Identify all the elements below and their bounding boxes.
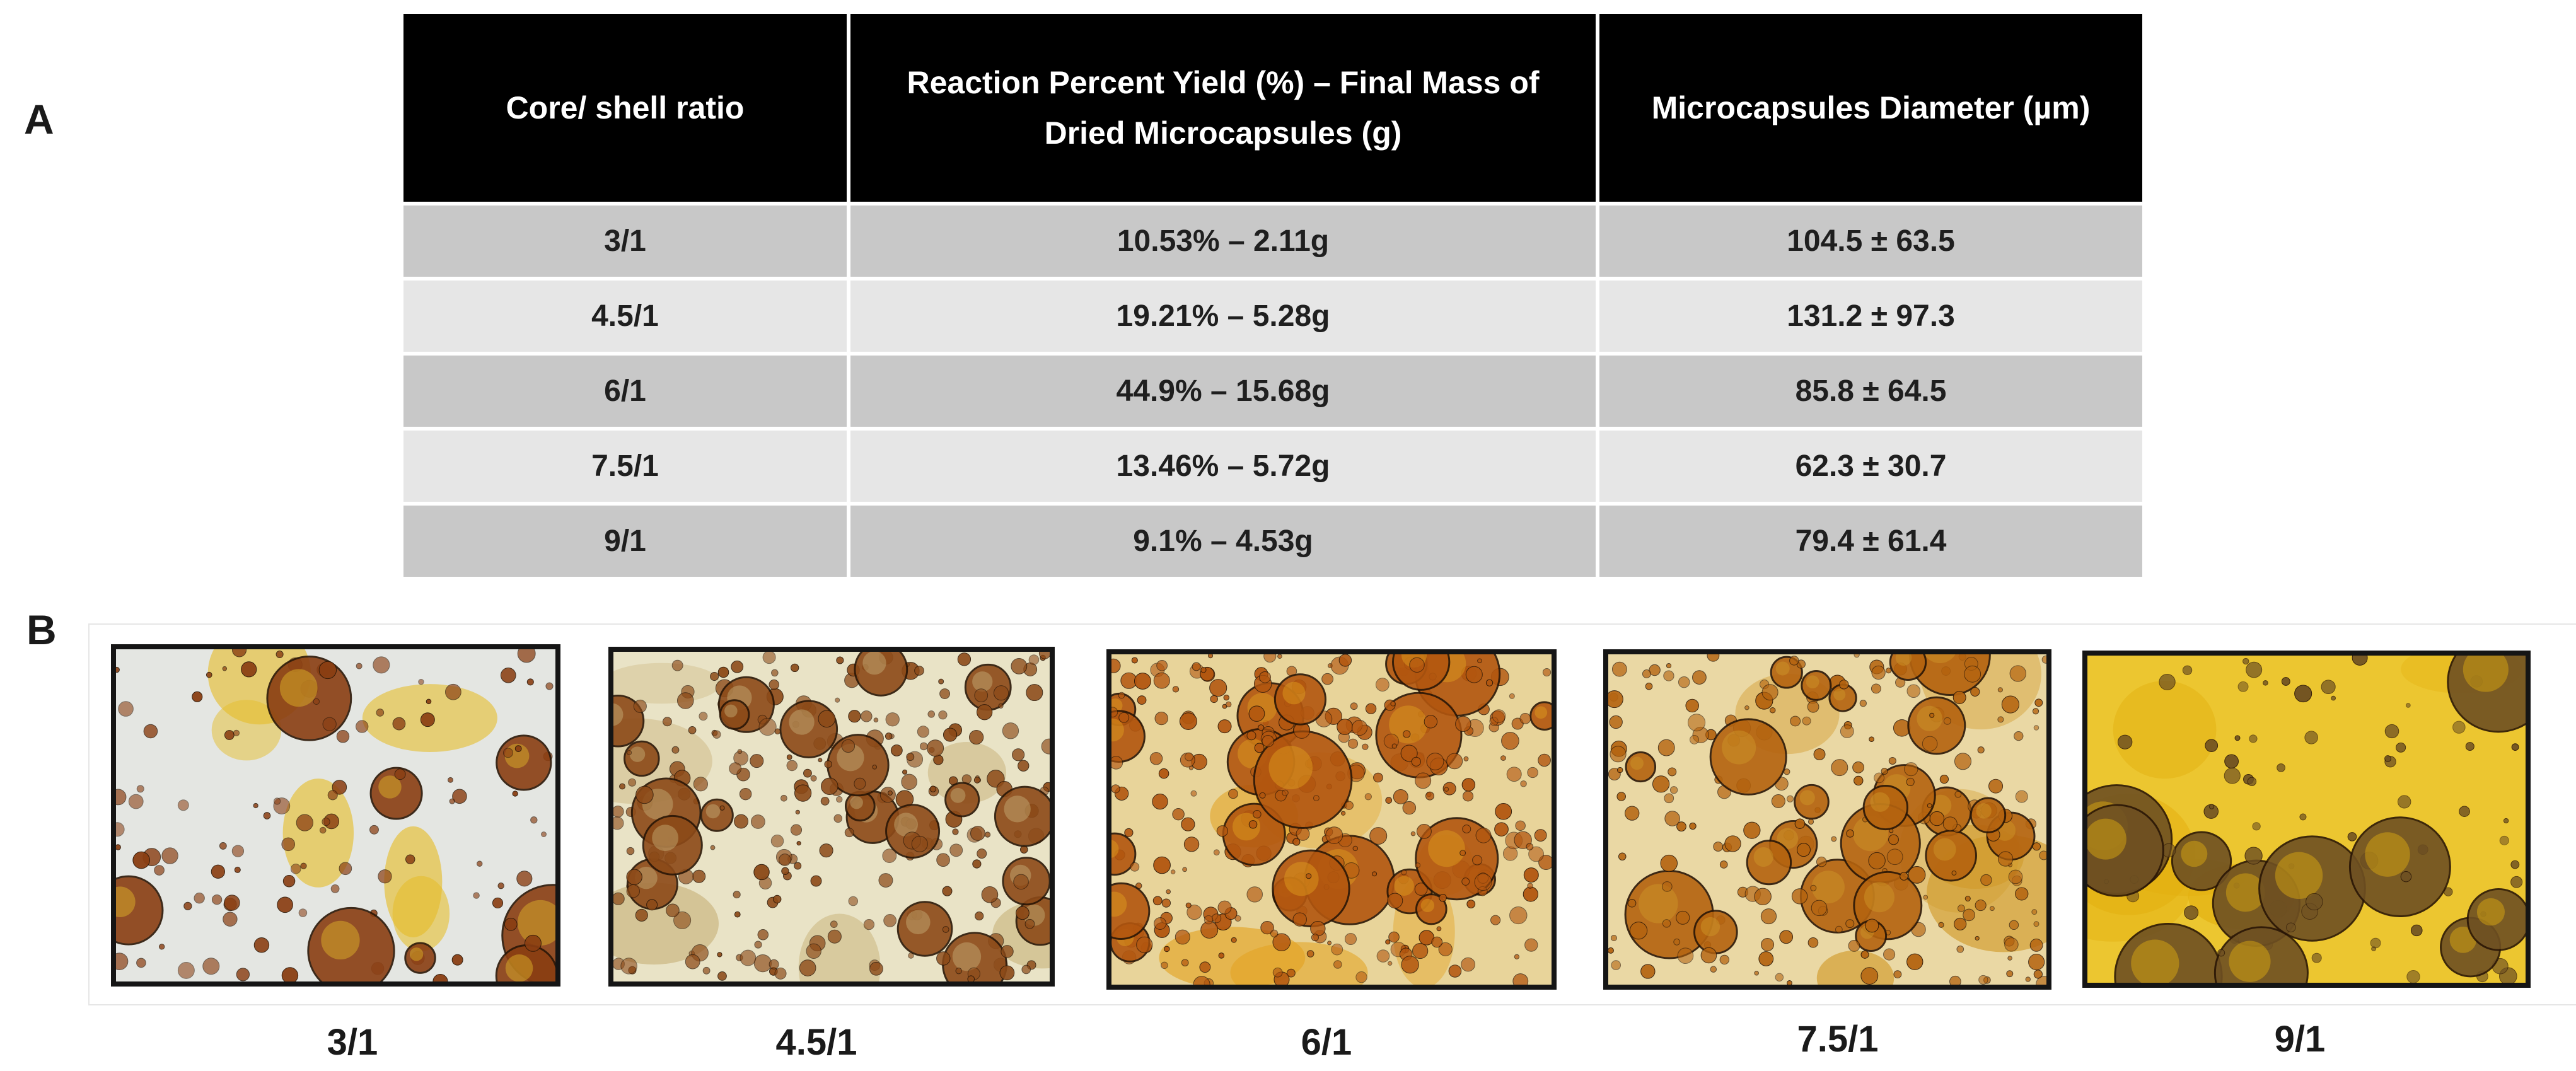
header-microcapsule-diameter: Microcapsules Diameter (µm) xyxy=(1596,10,2146,206)
table-row: 7.5/1 13.46% – 5.72g 62.3 ± 30.7 xyxy=(400,427,2146,506)
micrograph-7-5-1 xyxy=(1603,649,2051,990)
table-row: 3/1 10.53% – 2.11g 104.5 ± 63.5 xyxy=(400,202,2146,281)
cell-yield: 19.21% – 5.28g xyxy=(847,277,1599,356)
micrograph-3-1 xyxy=(111,644,560,987)
cell-ratio: 7.5/1 xyxy=(400,427,850,506)
cell-diameter: 85.8 ± 64.5 xyxy=(1596,352,2146,431)
micrograph-panel-frame xyxy=(88,623,2576,1005)
cell-diameter: 79.4 ± 61.4 xyxy=(1596,502,2146,581)
cell-yield: 9.1% – 4.53g xyxy=(847,502,1599,581)
table-row: 9/1 9.1% – 4.53g 79.4 ± 61.4 xyxy=(400,502,2146,581)
micrograph-6-1 xyxy=(1106,649,1557,990)
cell-diameter: 104.5 ± 63.5 xyxy=(1596,202,2146,281)
micrograph-caption: 4.5/1 xyxy=(775,1022,857,1063)
cell-diameter: 131.2 ± 97.3 xyxy=(1596,277,2146,356)
panel-label-a: A xyxy=(24,96,54,142)
header-reaction-yield: Reaction Percent Yield (%) – Final Mass … xyxy=(847,10,1599,206)
cell-ratio: 4.5/1 xyxy=(400,277,850,356)
micrograph-caption: 3/1 xyxy=(327,1022,378,1063)
micrograph-caption: 9/1 xyxy=(2274,1019,2326,1060)
table-header-row: Core/ shell ratio Reaction Percent Yield… xyxy=(400,10,2146,206)
cell-ratio: 9/1 xyxy=(400,502,850,581)
results-table: Core/ shell ratio Reaction Percent Yield… xyxy=(400,10,2146,581)
table-row: 6/1 44.9% – 15.68g 85.8 ± 64.5 xyxy=(400,352,2146,431)
cell-yield: 44.9% – 15.68g xyxy=(847,352,1599,431)
cell-ratio: 3/1 xyxy=(400,202,850,281)
table-row: 4.5/1 19.21% – 5.28g 131.2 ± 97.3 xyxy=(400,277,2146,356)
cell-diameter: 62.3 ± 30.7 xyxy=(1596,427,2146,506)
micrograph-caption: 6/1 xyxy=(1301,1022,1352,1063)
panel-label-b: B xyxy=(26,606,57,653)
header-core-shell-ratio: Core/ shell ratio xyxy=(400,10,850,206)
micrograph-caption: 7.5/1 xyxy=(1797,1019,1879,1060)
cell-ratio: 6/1 xyxy=(400,352,850,431)
cell-yield: 10.53% – 2.11g xyxy=(847,202,1599,281)
cell-yield: 13.46% – 5.72g xyxy=(847,427,1599,506)
micrograph-4-5-1 xyxy=(608,647,1055,987)
micrograph-9-1 xyxy=(2082,651,2531,988)
